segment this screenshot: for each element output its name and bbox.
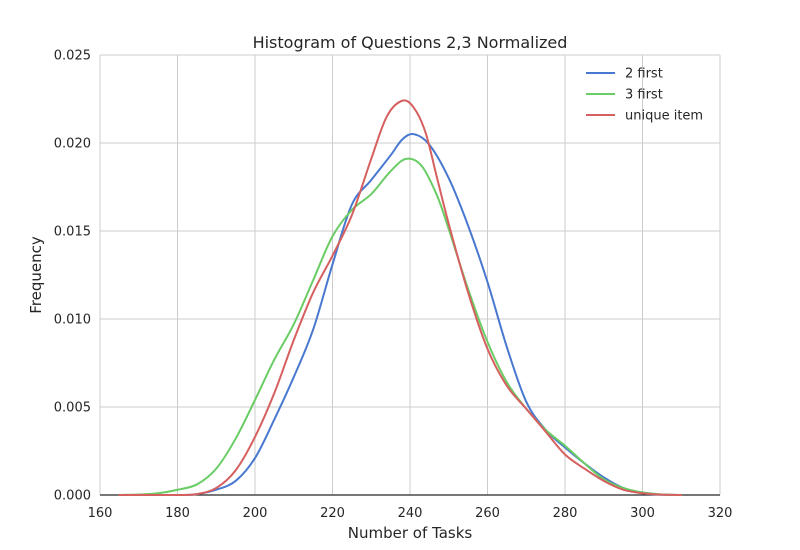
series-line-3-first	[118, 157, 683, 496]
grid	[99, 54, 721, 495]
legend: 2 first 3 first unique item	[586, 67, 703, 124]
x-tick-label: 160	[88, 506, 113, 521]
y-tick-label: 0.010	[54, 313, 91, 328]
y-tick-label: 0.000	[54, 489, 91, 504]
tick-labels: 160 180 200 220 240 260 280 300 320 0.000 0.005 0.0…	[54, 49, 733, 522]
chart-title: Histogram of Questions 2,3 Normalized	[253, 33, 568, 52]
y-tick-label: 0.020	[54, 137, 91, 152]
legend-label-unique-item: unique item	[625, 109, 703, 124]
series-line-unique-item	[118, 99, 683, 497]
x-tick-label: 260	[475, 506, 500, 521]
y-tick-label: 0.005	[54, 401, 91, 416]
y-tick-label: 0.025	[54, 49, 91, 64]
series-line-2-first	[118, 133, 683, 497]
x-tick-label: 280	[553, 506, 578, 521]
x-tick-label: 320	[708, 506, 733, 521]
legend-label-3-first: 3 first	[625, 88, 663, 103]
x-tick-label: 300	[630, 506, 655, 521]
legend-label-2-first: 2 first	[625, 67, 663, 82]
x-tick-label: 240	[398, 506, 423, 521]
x-tick-label: 180	[165, 506, 190, 521]
x-tick-label: 200	[243, 506, 268, 521]
y-tick-label: 0.015	[54, 225, 91, 240]
x-axis-label: Number of Tasks	[348, 524, 473, 542]
y-axis-label: Frequency	[27, 236, 45, 314]
series-lines	[118, 99, 683, 497]
x-tick-label: 220	[320, 506, 345, 521]
